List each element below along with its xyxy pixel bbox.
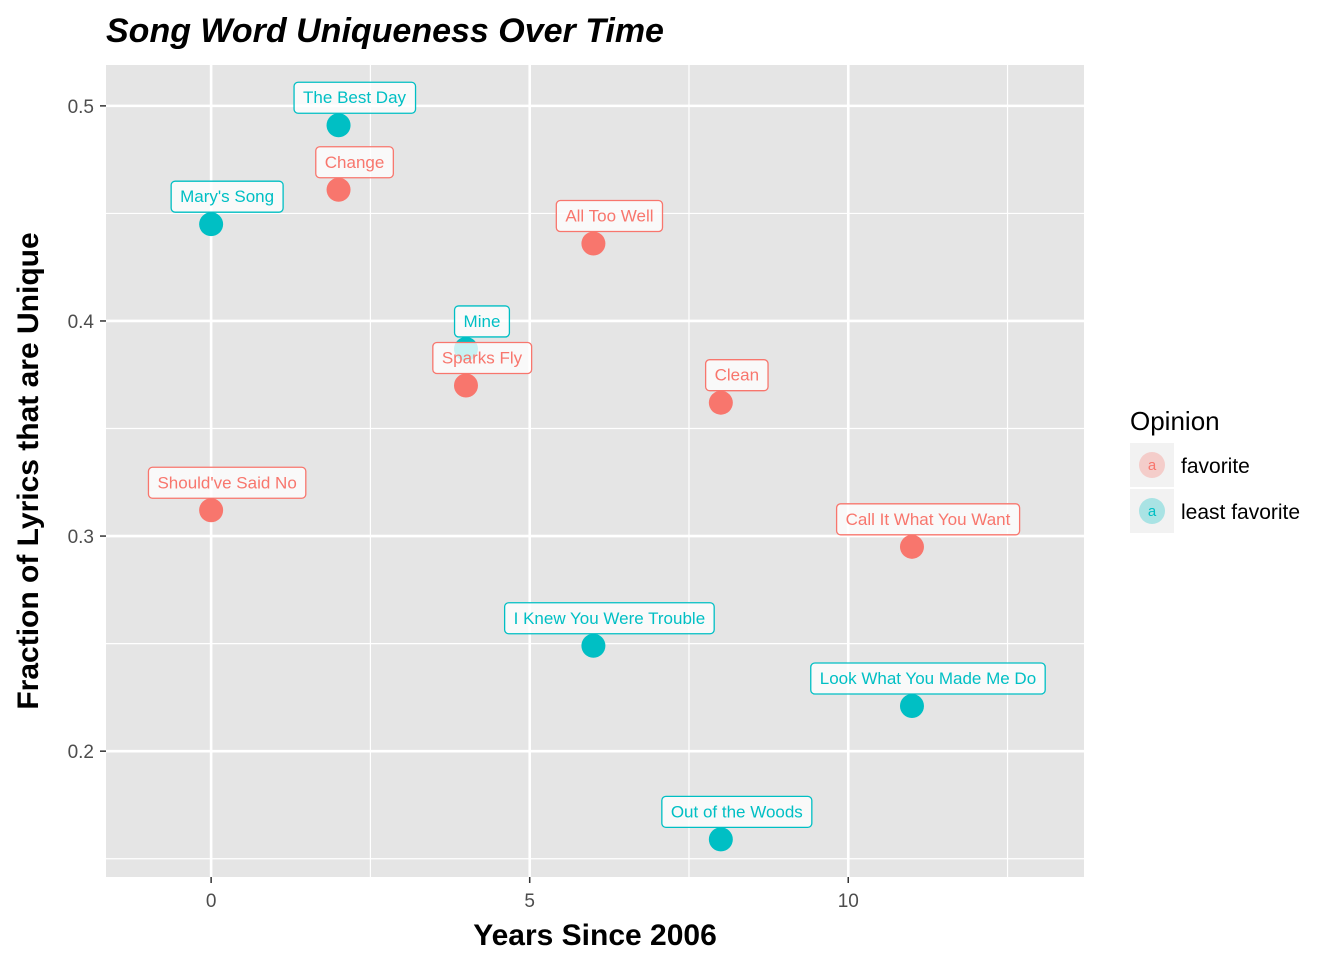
y-axis-title: Fraction of Lyrics that are Unique (12, 232, 45, 709)
point-label-box (147, 466, 307, 499)
point-label-box (555, 199, 664, 233)
point-label-text: Should've Said No (157, 473, 296, 492)
point-label-text: Change (325, 153, 385, 172)
data-point (708, 827, 733, 852)
legend-key-point (1139, 452, 1165, 478)
legend-entry: a least favorite (1130, 489, 1300, 533)
point-label: The Best Day (293, 81, 417, 114)
point-label: Mine (453, 305, 511, 338)
y-axis-ticks: 0.2 0.3 0.4 0.5 (68, 97, 106, 763)
legend-entry: a favorite (1130, 443, 1250, 487)
point-label-text: I Knew You Were Trouble (514, 609, 706, 628)
data-point (199, 212, 224, 237)
point-label-box (170, 180, 284, 213)
data-point (708, 390, 733, 415)
point-label: Call It What You Want (835, 503, 1021, 536)
data-point (581, 633, 606, 658)
point-label-text: All Too Well (565, 207, 653, 226)
point-labels: The Best Day Change Mary's Song All Too Wel… (147, 81, 1046, 829)
point-label: Should've Said No (147, 466, 307, 499)
x-tick-label: 0 (206, 891, 217, 912)
data-point (453, 373, 478, 398)
point-label-text: Mine (464, 312, 501, 331)
legend-label: least favorite (1181, 501, 1300, 524)
data-points (199, 113, 924, 852)
point-label: I Knew You Were Trouble (503, 602, 715, 635)
point-label-box (704, 359, 769, 392)
y-tick-label: 0.3 (68, 527, 94, 548)
point-label-text: Sparks Fly (442, 348, 523, 367)
point-label-box (835, 503, 1021, 536)
point-label-box (661, 795, 813, 829)
point-label-text: Look What You Made Me Do (820, 669, 1036, 688)
point-label-box (293, 81, 417, 114)
x-axis-title: Years Since 2006 (473, 919, 717, 952)
legend-key-glyph: a (1148, 457, 1157, 474)
point-label: Out of the Woods (661, 795, 813, 829)
x-axis-ticks: 0 5 10 (206, 877, 859, 912)
data-point (581, 231, 606, 256)
point-label: Sparks Fly (432, 341, 533, 375)
legend-key-glyph: a (1148, 503, 1157, 520)
point-label-box (315, 146, 394, 179)
x-tick-label: 5 (524, 891, 535, 912)
y-tick-label: 0.2 (68, 742, 94, 763)
y-tick-label: 0.4 (68, 312, 95, 333)
point-label: Change (315, 146, 394, 179)
point-label: Clean (704, 359, 769, 392)
data-point (899, 693, 924, 718)
point-label-box (432, 341, 533, 375)
data-point (326, 113, 351, 138)
point-label-text: Out of the Woods (671, 802, 803, 821)
legend-key-bg (1130, 443, 1174, 487)
data-point (899, 534, 924, 559)
chart-title: Song Word Uniqueness Over Time (106, 12, 664, 50)
x-tick-label: 10 (838, 891, 859, 912)
legend-label: favorite (1181, 455, 1250, 478)
point-label-text: Call It What You Want (846, 510, 1011, 529)
point-label-text: The Best Day (303, 88, 406, 107)
point-label-text: Mary's Song (180, 187, 274, 206)
point-label-text: Clean (715, 366, 759, 385)
point-label: Look What You Made Me Do (810, 662, 1046, 695)
point-label-box (810, 662, 1046, 695)
data-point (326, 177, 351, 202)
legend-title: Opinion (1130, 406, 1220, 436)
point-label: Mary's Song (170, 180, 284, 213)
minor-gridlines (106, 65, 1084, 877)
legend-key-point (1139, 498, 1165, 524)
legend-key-bg (1130, 489, 1174, 533)
point-label-box (503, 602, 715, 635)
legend-entries: a favorite a least favorite (1130, 443, 1300, 533)
point-label-box (453, 305, 511, 338)
y-tick-label: 0.5 (68, 97, 94, 118)
data-point (199, 498, 224, 523)
legend: Opinion a favorite a least favorite (1130, 406, 1300, 533)
point-label: All Too Well (555, 199, 664, 233)
